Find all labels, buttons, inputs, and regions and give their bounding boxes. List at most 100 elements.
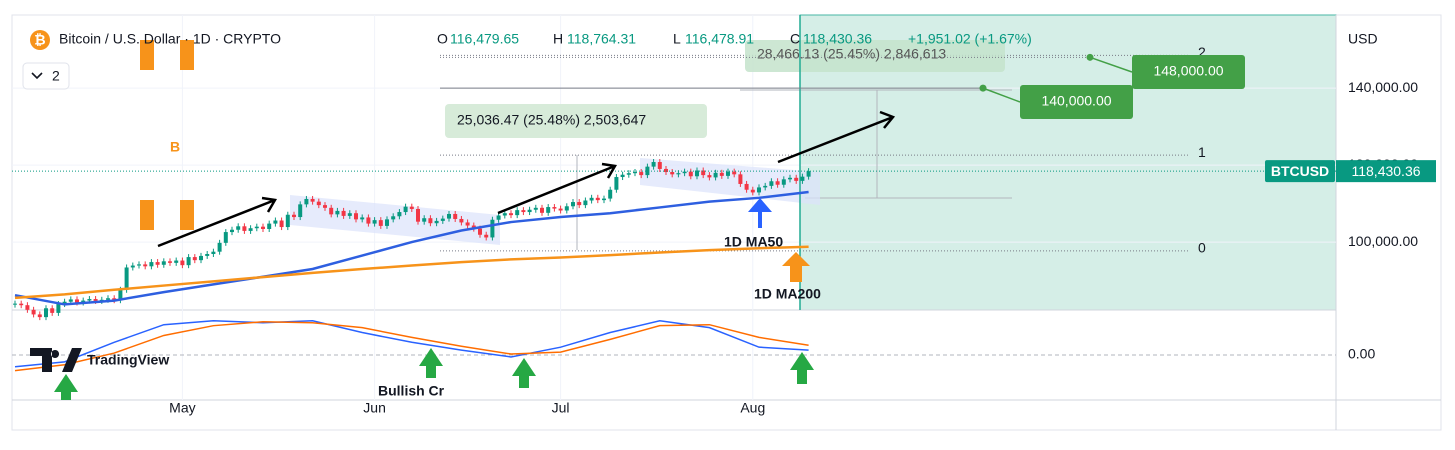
candle xyxy=(397,212,402,217)
candle xyxy=(13,303,17,305)
candle xyxy=(608,189,613,199)
candle xyxy=(757,187,761,193)
price-tag xyxy=(1336,160,1436,183)
candle xyxy=(775,181,780,185)
candle xyxy=(763,185,768,188)
candle xyxy=(614,177,619,190)
candle xyxy=(254,226,259,229)
candle xyxy=(31,309,36,315)
candle xyxy=(292,214,296,218)
candle xyxy=(707,175,712,178)
symbol-tag xyxy=(1265,160,1335,183)
candle xyxy=(540,207,544,213)
candle xyxy=(68,299,73,302)
candle xyxy=(385,219,389,226)
candle xyxy=(205,254,210,256)
candle xyxy=(242,226,247,231)
symbol-icon xyxy=(30,30,50,50)
candle xyxy=(577,202,582,206)
target-label: 140,000.00 xyxy=(1041,93,1111,109)
candle xyxy=(657,162,662,169)
candle xyxy=(484,234,489,238)
candle xyxy=(750,189,755,193)
candle xyxy=(37,314,42,318)
ma50-arrow xyxy=(748,198,772,228)
ohlc-label: L xyxy=(673,31,681,47)
indicator-count[interactable]: 2 xyxy=(52,68,60,84)
candle xyxy=(347,213,352,216)
y-tick-label: 100,000.00 xyxy=(1348,233,1418,249)
candle xyxy=(732,171,737,175)
candle xyxy=(44,308,48,318)
candle xyxy=(527,209,532,213)
candle xyxy=(310,198,315,202)
candle xyxy=(639,172,644,176)
candle xyxy=(794,177,799,181)
candle xyxy=(285,214,290,228)
candle xyxy=(719,172,724,176)
candle xyxy=(143,264,148,267)
chevron xyxy=(31,72,43,80)
symbol-name[interactable]: Bitcoin / U.S. Dollar · 1D · CRYPTO xyxy=(59,31,281,47)
target-dot xyxy=(1086,53,1094,61)
candle xyxy=(354,213,358,220)
moving-average xyxy=(14,190,809,306)
candle xyxy=(199,255,203,261)
candle xyxy=(230,229,234,233)
candle xyxy=(676,173,681,175)
candle xyxy=(626,173,631,175)
measure-text: 28,466.13 (25.45%) 2,846,613 xyxy=(757,46,946,62)
bitcoin-logo: B xyxy=(170,139,180,155)
candle xyxy=(267,223,272,229)
candle xyxy=(62,301,67,305)
candle xyxy=(800,176,805,181)
candle xyxy=(459,218,464,223)
candle xyxy=(261,226,265,229)
ohlc-value: 118,430.36 xyxy=(803,31,872,47)
candle xyxy=(440,218,445,221)
candle xyxy=(478,228,482,235)
candle xyxy=(552,207,557,209)
currency[interactable]: USD xyxy=(1348,31,1378,47)
candle xyxy=(298,204,303,218)
candle xyxy=(366,217,371,224)
candle xyxy=(360,217,365,220)
macd-line xyxy=(14,320,809,368)
candle xyxy=(137,264,141,266)
measure-box xyxy=(745,40,1005,72)
target-connector xyxy=(982,87,1021,103)
candle xyxy=(112,298,117,301)
candle xyxy=(75,299,79,303)
ma-label: 1D MA200 xyxy=(754,286,821,302)
x-tick-label: Jun xyxy=(363,400,386,416)
signal-arrows xyxy=(54,348,814,400)
candle xyxy=(490,219,495,238)
candle xyxy=(25,305,30,310)
annotation: Bullish Cr xyxy=(378,383,445,399)
candle xyxy=(509,213,513,216)
candle xyxy=(620,174,625,178)
fib-label: 2 xyxy=(1198,44,1206,60)
ohlc-value: 116,478.91 xyxy=(685,31,754,47)
candle xyxy=(701,170,706,176)
fib-label: 1 xyxy=(1198,144,1206,160)
candle xyxy=(130,265,135,268)
ohlc-value: 116,479.65 xyxy=(450,31,519,47)
candle xyxy=(87,299,92,301)
candle xyxy=(192,257,197,261)
x-tick-label: May xyxy=(169,400,195,416)
candle xyxy=(651,162,656,167)
candle xyxy=(645,166,650,176)
candle xyxy=(93,299,98,301)
candle xyxy=(583,200,588,206)
candle xyxy=(186,257,191,266)
candle xyxy=(409,206,414,209)
candle xyxy=(595,197,600,201)
indicator-toggle[interactable] xyxy=(22,62,70,90)
x-tick-label: Aug xyxy=(740,400,765,416)
candle xyxy=(19,303,24,306)
y-tick-label: 140,000.00 xyxy=(1348,79,1418,95)
candle xyxy=(633,172,637,174)
candle xyxy=(738,174,743,184)
candle xyxy=(323,205,327,208)
